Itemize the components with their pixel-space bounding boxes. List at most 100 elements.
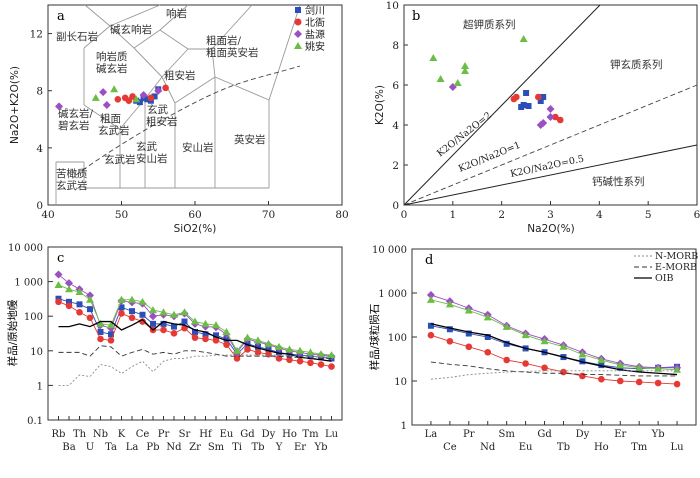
ratio-line-2: [403, 4, 601, 206]
panel-c-point: [254, 336, 262, 344]
panel-c-xtick-label: Pb: [146, 442, 159, 453]
tas-label-2: 副长石岩: [56, 30, 98, 43]
tas-label-17: 安山岩: [182, 141, 214, 154]
panel-d-point: [541, 364, 548, 372]
panel-c-point: [180, 308, 189, 316]
panel-c-series-line: [58, 274, 332, 357]
panel-b-ytick-label: 0: [392, 200, 399, 212]
panel-d-xtick-label: Tm: [631, 442, 648, 453]
panel-d-point: [635, 363, 644, 371]
panel-c-ytick-label: 100: [24, 312, 43, 323]
panel-c-point: [76, 301, 83, 308]
panel-d-point: [578, 350, 587, 358]
panel-d-point: [540, 337, 549, 345]
tas-boundary-26: [268, 4, 301, 101]
panel-b-point: [556, 116, 564, 124]
panel-a-point: [132, 95, 141, 103]
panel-d-xtick-label: Gd: [537, 429, 552, 440]
panel-a-xtick-label: 40: [41, 209, 54, 221]
tas-label-0: 响岩: [166, 7, 187, 20]
panel-a-letter: a: [57, 9, 65, 24]
panel-d-point: [559, 342, 568, 350]
panel-a-ylabel: Na2O+K2O(%): [9, 66, 21, 144]
tas-boundary-14: [144, 76, 163, 100]
tas-boundary-5: [109, 4, 161, 27]
legend-label-nmorb: N-MORB: [655, 251, 698, 262]
panel-c-point: [233, 346, 241, 354]
panel-c: c 样品/原始地幔 0.1 1 10 100 1 000 10 000 Rb Ba Th U Nb T…: [6, 243, 343, 453]
panel-a-point: [139, 91, 148, 99]
tas-boundary-11: [211, 4, 253, 50]
panel-c-point: [296, 357, 304, 365]
panel-b-ytick-label: 6: [392, 80, 399, 92]
panel-b-point: [534, 93, 542, 101]
panel-b-field-labels: 超钾质系列 钾玄质系列 钙碱性系列: [463, 18, 663, 188]
panel-a-xtick-label: 50: [115, 209, 128, 221]
tas-label-7: 粗安岩: [164, 69, 196, 82]
panel-c-point: [233, 355, 241, 362]
panel-a-ytick-label: 4: [36, 143, 43, 155]
panel-c-point: [192, 328, 198, 335]
panel-a-point: [162, 84, 169, 92]
panel-d-point: [483, 313, 492, 321]
tas-label-19: 苦橄质: [56, 167, 88, 180]
tas-boundary-1: [84, 4, 111, 27]
panel-d-point: [503, 340, 510, 347]
panel-a: a: [9, 4, 349, 235]
panel-c-point: [149, 306, 157, 314]
panel-c-point: [212, 321, 220, 329]
panel-d-xtick-label: Dy: [576, 429, 590, 440]
panel-c-point: [202, 331, 209, 338]
panel-c-point: [150, 320, 156, 327]
panel-c-point: [265, 346, 272, 353]
panel-d-xtick-label: La: [425, 429, 438, 440]
panel-a-point: [114, 95, 122, 103]
tas-label-9: 碧玄岩: [58, 119, 90, 132]
panel-d-point: [616, 361, 625, 369]
panel-d-xtick-label: Nd: [480, 442, 496, 453]
panel-b-ytick-label: 8: [392, 40, 399, 52]
panel-d-point: [598, 362, 605, 369]
panel-c-point: [128, 314, 136, 322]
panel-c-point: [317, 361, 325, 368]
panel-b-point: [537, 98, 544, 104]
panel-d-point: [522, 360, 529, 367]
panel-c-point: [201, 319, 210, 327]
panel-c-xtick-label: Tm: [302, 429, 319, 440]
panel-c-point: [160, 326, 167, 334]
alkaline-subalkaline-divider: [75, 65, 301, 176]
panel-c-point: [223, 341, 230, 349]
panel-a-point: [151, 93, 158, 100]
panel-c-point: [181, 318, 188, 325]
tas-boundary-22: [174, 76, 216, 104]
panel-c-point: [87, 306, 93, 313]
panel-c-series-line: [58, 318, 332, 362]
legend-label-oib: OIB: [655, 273, 674, 284]
panel-c-xtick-label: Ti: [232, 442, 242, 453]
panel-a-axes: SiO2(%) Na2O+K2O(%): [9, 66, 216, 235]
panel-c-point: [117, 295, 126, 303]
panel-c-point: [65, 285, 73, 293]
panel-c-ytick-label: 10 000: [8, 243, 43, 254]
panel-d-point: [654, 379, 662, 387]
panel-c-point: [86, 295, 94, 303]
panel-a-point: [144, 96, 151, 103]
panel-c-point: [317, 350, 325, 358]
tas-label-11: 玄武岩: [98, 124, 130, 137]
panel-d-xtick-label: Sm: [498, 429, 515, 440]
panel-c-xtick-label: Nd: [166, 442, 182, 453]
panel-d-xtick-label: Er: [614, 429, 626, 440]
panel-d-point: [465, 330, 472, 337]
panel-d-point: [502, 322, 511, 330]
panel-d-xtick-label: Pr: [463, 429, 475, 440]
panel-b-xtick-label: 4: [596, 209, 603, 221]
tas-boundary-4: [109, 25, 135, 49]
panel-a-point: [99, 88, 108, 97]
panel-d-point: [503, 356, 510, 364]
panel-d-point: [616, 377, 624, 385]
panel-a-point: [129, 93, 136, 100]
panel-c-xtick-label: Nb: [93, 429, 108, 440]
panel-c-point: [285, 345, 294, 353]
panel-c-point: [307, 359, 314, 367]
panel-b-xtick-label: 1: [449, 209, 456, 221]
